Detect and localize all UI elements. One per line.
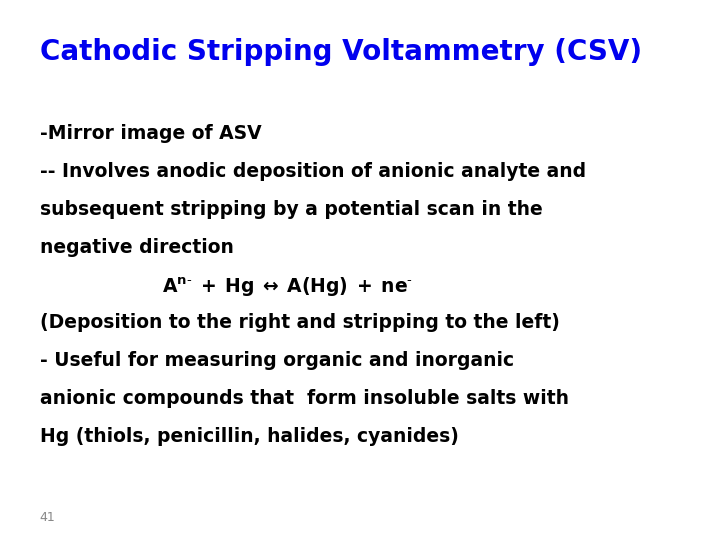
Text: (Deposition to the right and stripping to the left): (Deposition to the right and stripping t… [40, 313, 559, 332]
Text: subsequent stripping by a potential scan in the: subsequent stripping by a potential scan… [40, 200, 542, 219]
Text: Hg (thiols, penicillin, halides, cyanides): Hg (thiols, penicillin, halides, cyanide… [40, 427, 459, 446]
Text: Cathodic Stripping Voltammetry (CSV): Cathodic Stripping Voltammetry (CSV) [40, 38, 642, 66]
Text: anionic compounds that  form insoluble salts with: anionic compounds that form insoluble sa… [40, 389, 569, 408]
Text: -- Involves anodic deposition of anionic analyte and: -- Involves anodic deposition of anionic… [40, 162, 586, 181]
Text: negative direction: negative direction [40, 238, 233, 256]
Text: $\mathbf{A^{n\text{-}}}$$\mathbf{\;+\;Hg\;\leftrightarrow\;A(Hg)\;+\;ne^{\text{-: $\mathbf{A^{n\text{-}}}$$\mathbf{\;+\;Hg… [163, 275, 413, 299]
Text: 41: 41 [40, 511, 55, 524]
Text: - Useful for measuring organic and inorganic: - Useful for measuring organic and inorg… [40, 351, 514, 370]
Text: -Mirror image of ASV: -Mirror image of ASV [40, 124, 261, 143]
